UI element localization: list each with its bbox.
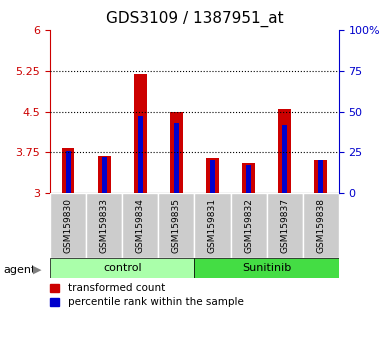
- FancyBboxPatch shape: [50, 193, 86, 258]
- Bar: [50, 258, 194, 278]
- Bar: [174, 123, 179, 193]
- Bar: [206, 158, 219, 193]
- FancyBboxPatch shape: [266, 193, 303, 258]
- Legend: transformed count, percentile rank within the sample: transformed count, percentile rank withi…: [50, 283, 244, 307]
- Text: GSM159830: GSM159830: [64, 198, 73, 253]
- Bar: [194, 258, 339, 278]
- Bar: [315, 160, 327, 193]
- Bar: [242, 163, 255, 193]
- FancyBboxPatch shape: [194, 193, 231, 258]
- Text: GSM159837: GSM159837: [280, 198, 289, 253]
- Bar: [98, 156, 110, 193]
- Text: GSM159835: GSM159835: [172, 198, 181, 253]
- Bar: [134, 74, 147, 193]
- Text: GSM159838: GSM159838: [316, 198, 325, 253]
- FancyBboxPatch shape: [303, 193, 339, 258]
- Text: agent: agent: [4, 265, 36, 275]
- Bar: [62, 148, 74, 193]
- Bar: [65, 150, 70, 193]
- FancyBboxPatch shape: [86, 193, 122, 258]
- Text: GSM159831: GSM159831: [208, 198, 217, 253]
- Bar: [210, 160, 215, 193]
- FancyBboxPatch shape: [231, 193, 266, 258]
- Bar: [102, 157, 107, 193]
- Bar: [170, 112, 183, 193]
- Text: Sunitinib: Sunitinib: [242, 263, 291, 273]
- Title: GDS3109 / 1387951_at: GDS3109 / 1387951_at: [105, 11, 283, 27]
- Text: ▶: ▶: [33, 265, 41, 275]
- Bar: [278, 109, 291, 193]
- FancyBboxPatch shape: [122, 193, 158, 258]
- Bar: [138, 116, 143, 193]
- Text: GSM159833: GSM159833: [100, 198, 109, 253]
- Bar: [318, 160, 323, 193]
- Bar: [246, 165, 251, 193]
- FancyBboxPatch shape: [158, 193, 194, 258]
- Text: GSM159832: GSM159832: [244, 198, 253, 253]
- Text: GSM159834: GSM159834: [136, 198, 145, 253]
- Text: control: control: [103, 263, 142, 273]
- Bar: [282, 125, 287, 193]
